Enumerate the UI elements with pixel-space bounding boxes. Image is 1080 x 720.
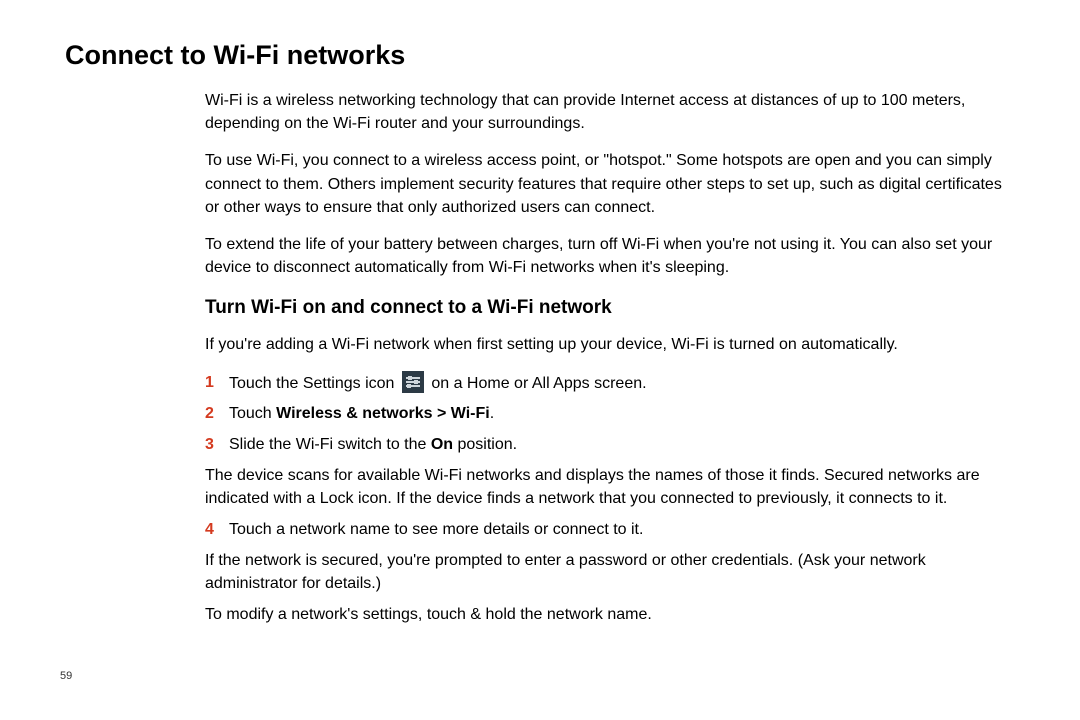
page: Connect to Wi-Fi networks Wi-Fi is a wir… [0,0,1080,627]
step-1-pre: Touch the Settings icon [229,375,399,392]
step-2-lead: Touch [229,405,276,422]
intro-para-3: To extend the life of your battery betwe… [205,233,1015,279]
body-column: Wi-Fi is a wireless networking technolog… [205,89,1015,627]
section-intro: If you're adding a Wi-Fi network when fi… [205,333,1015,356]
page-title: Connect to Wi-Fi networks [65,40,1015,71]
section-heading: Turn Wi-Fi on and connect to a Wi-Fi net… [205,297,1015,319]
step-2-bold: Wireless & networks > Wi-Fi [276,405,490,422]
intro-para-1: Wi-Fi is a wireless networking technolog… [205,89,1015,135]
step-text: Touch a network name to see more details… [229,518,1015,543]
step-3-post: position. [453,436,517,453]
after-step-4: If the network is secured, you're prompt… [205,549,1015,595]
step-2: 2 Touch Wireless & networks > Wi-Fi. [205,402,1015,427]
closing-para: To modify a network's settings, touch & … [205,603,1015,626]
step-number: 1 [205,371,229,396]
settings-sliders-icon [402,371,424,393]
step-4: 4 Touch a network name to see more detai… [205,518,1015,543]
step-text: Slide the Wi-Fi switch to the On positio… [229,433,1015,458]
page-number: 59 [60,670,72,682]
step-1-post: on a Home or All Apps screen. [427,375,647,392]
step-text: Touch Wireless & networks > Wi-Fi. [229,402,1015,427]
step-number: 2 [205,402,229,427]
intro-para-2: To use Wi-Fi, you connect to a wireless … [205,149,1015,219]
step-number: 4 [205,518,229,543]
after-step-3: The device scans for available Wi-Fi net… [205,464,1015,510]
step-3: 3 Slide the Wi-Fi switch to the On posit… [205,433,1015,458]
step-3-bold: On [431,436,453,453]
step-3-pre: Slide the Wi-Fi switch to the [229,436,431,453]
step-2-tail: . [490,405,494,422]
step-text: Touch the Settings icon on a Home or All… [229,371,1015,397]
step-1: 1 Touch the Settings icon on a Home or A… [205,371,1015,397]
step-number: 3 [205,433,229,458]
